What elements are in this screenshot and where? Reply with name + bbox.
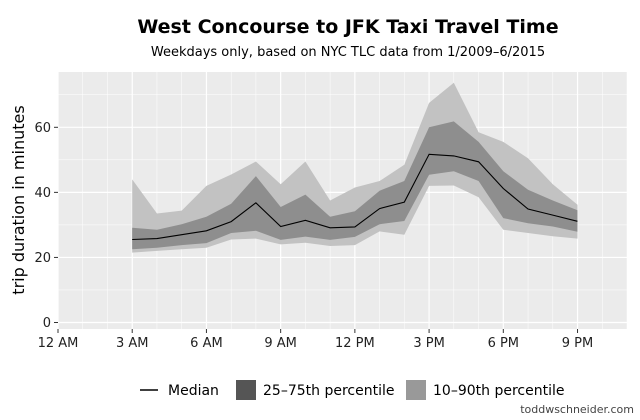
y-axis-ticks: 0 20 40 60 bbox=[34, 121, 58, 331]
band-25-75-percentile bbox=[132, 121, 578, 250]
y-tick-label: 20 bbox=[34, 251, 51, 266]
y-tick-label: 40 bbox=[34, 186, 51, 201]
x-tick-label: 12 AM bbox=[38, 336, 79, 351]
y-tick-label: 60 bbox=[34, 121, 51, 136]
x-tick-label: 12 PM bbox=[335, 336, 375, 351]
x-tick-label: 6 AM bbox=[190, 336, 223, 351]
legend: Median 25–75th percentile 10–90th percen… bbox=[140, 380, 564, 400]
x-axis-ticks: 12 AM 3 AM 6 AM 9 AM 12 PM 3 PM 6 PM 9 PM bbox=[38, 329, 593, 351]
credit: toddwschneider.com bbox=[520, 403, 634, 416]
legend-median-label: Median bbox=[168, 383, 219, 399]
legend-p10-90-key bbox=[406, 380, 426, 400]
median-line bbox=[132, 153, 578, 241]
x-tick-label: 9 AM bbox=[264, 336, 297, 351]
chart-subtitle: Weekdays only, based on NYC TLC data fro… bbox=[151, 45, 545, 60]
y-tick-label: 0 bbox=[43, 316, 51, 331]
y-axis-label: trip duration in minutes bbox=[9, 105, 28, 294]
legend-iqr-label: 25–75th percentile bbox=[263, 383, 394, 399]
x-tick-label: 9 PM bbox=[562, 336, 593, 351]
x-tick-label: 6 PM bbox=[488, 336, 519, 351]
legend-iqr-key bbox=[236, 380, 256, 400]
x-tick-label: 3 PM bbox=[413, 336, 444, 351]
legend-p10-90-label: 10–90th percentile bbox=[433, 383, 564, 399]
x-tick-label: 3 AM bbox=[116, 336, 149, 351]
chart-title: West Concourse to JFK Taxi Travel Time bbox=[137, 16, 558, 38]
